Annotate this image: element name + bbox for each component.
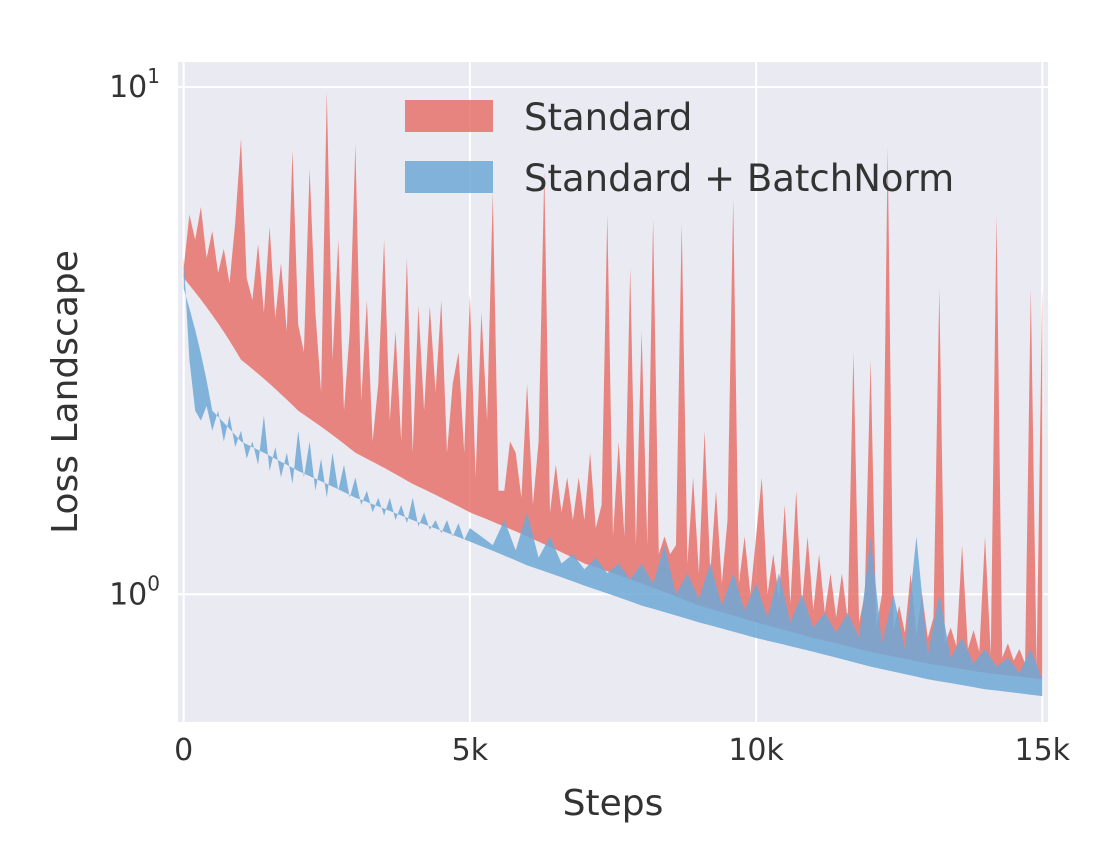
area-standard-batchnorm (183, 258, 1043, 697)
x-tick-label: 10k (728, 733, 784, 768)
x-tick-label: 5k (452, 733, 489, 768)
legend-label-standard: Standard (524, 96, 692, 139)
x-tick-label: 0 (174, 733, 193, 768)
legend: Standard Standard + BatchNorm (405, 96, 954, 200)
x-axis-title: Steps (563, 783, 664, 824)
y-tick-label: 101 (109, 64, 160, 105)
legend-label-batchnorm: Standard + BatchNorm (524, 157, 954, 200)
area-standard (183, 91, 1043, 680)
legend-swatch-batchnorm (405, 161, 493, 193)
y-axis-title: Loss Landscape (45, 250, 86, 534)
y-tick-label: 100 (109, 571, 160, 612)
legend-swatch-standard (405, 100, 493, 132)
x-tick-labels: 0 5k 10k 15k (174, 733, 1070, 768)
series-areas (183, 91, 1043, 697)
y-tick-labels: 100 101 (109, 64, 160, 612)
x-tick-label: 15k (1015, 733, 1071, 768)
